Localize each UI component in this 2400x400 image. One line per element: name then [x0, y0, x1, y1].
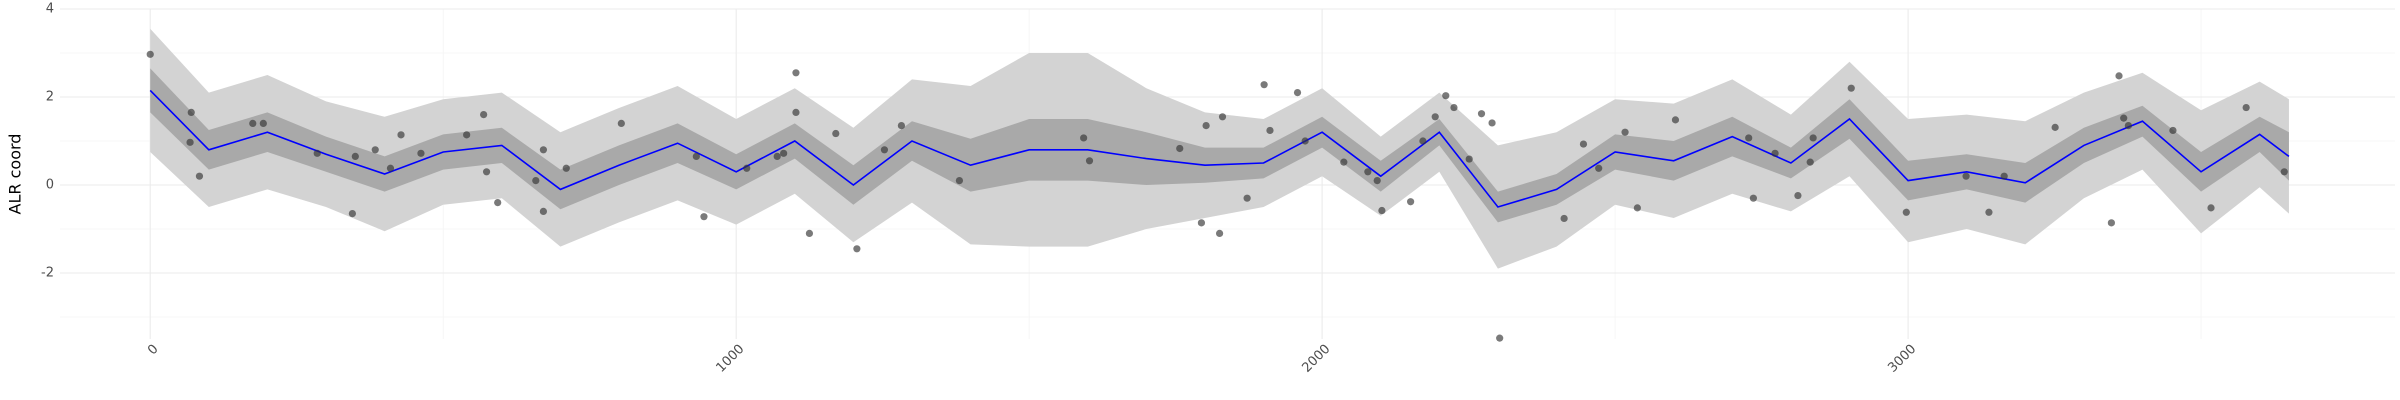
data-point — [1450, 103, 1458, 112]
x-tick-label: 1000 — [713, 342, 747, 376]
data-point — [1085, 157, 1094, 165]
data-point — [853, 245, 861, 253]
data-point — [880, 146, 889, 154]
data-point — [1419, 137, 1427, 145]
data-point — [1745, 134, 1753, 142]
mean-line — [149, 89, 2290, 208]
data-point — [2000, 172, 2008, 180]
y-axis-label: ALR coord — [6, 134, 25, 215]
data-point — [348, 210, 356, 218]
data-point — [1477, 110, 1486, 118]
data-point — [539, 146, 548, 154]
data-point — [1465, 155, 1473, 163]
data-point — [1218, 113, 1227, 121]
data-point — [773, 152, 781, 160]
inner-band — [150, 68, 2289, 223]
data-point — [1985, 208, 1993, 216]
y-tick-label: -2 — [41, 266, 54, 281]
data-point — [146, 50, 154, 58]
data-point — [259, 119, 267, 127]
data-point — [1806, 158, 1814, 166]
data-point — [1496, 334, 1504, 342]
data-point — [1364, 168, 1372, 176]
y-tick-label: 0 — [46, 178, 54, 193]
x-tick-label: 0 — [145, 342, 161, 358]
data-point — [955, 177, 964, 185]
data-point — [1488, 119, 1496, 127]
data-point — [1671, 116, 1680, 124]
data-point — [397, 131, 405, 139]
data-point — [1407, 198, 1415, 206]
data-point — [1431, 113, 1439, 121]
data-point — [1595, 164, 1603, 172]
data-point — [700, 213, 708, 221]
data-point — [1962, 172, 1970, 180]
data-point — [1560, 214, 1568, 223]
data-point — [692, 152, 700, 160]
data-point — [562, 164, 570, 172]
data-point — [2107, 219, 2116, 227]
data-point — [1215, 229, 1224, 237]
data-point — [532, 177, 540, 185]
data-point — [371, 146, 379, 154]
data-point — [482, 168, 491, 176]
data-point — [1771, 149, 1779, 157]
data-point — [897, 122, 906, 130]
data-point — [1847, 84, 1855, 92]
data-point — [792, 108, 800, 116]
data-point — [1749, 194, 1757, 202]
data-point — [313, 149, 321, 157]
data-point — [186, 138, 194, 146]
data-point — [617, 119, 625, 127]
data-point — [1197, 219, 1206, 227]
data-point — [463, 131, 471, 139]
data-point — [480, 111, 488, 119]
data-point — [1340, 158, 1348, 166]
data-point — [249, 119, 257, 127]
data-point — [1621, 128, 1629, 136]
data-point — [539, 207, 548, 215]
data-point — [805, 229, 814, 237]
data-point — [792, 69, 800, 77]
y-tick-label: 4 — [46, 2, 54, 17]
data-point — [1080, 134, 1088, 142]
data-point — [1373, 177, 1381, 185]
data-point — [2115, 72, 2123, 80]
data-point — [2280, 168, 2288, 176]
data-point — [1579, 140, 1588, 148]
data-point — [1243, 194, 1251, 202]
data-point — [1902, 208, 1910, 216]
y-tick-label: 2 — [46, 90, 54, 105]
data-point — [780, 149, 788, 157]
data-point — [1202, 122, 1210, 130]
data-point — [1293, 89, 1302, 97]
data-point — [1794, 191, 1802, 200]
data-point — [2207, 204, 2215, 212]
data-point — [832, 129, 840, 138]
data-point — [1176, 144, 1184, 153]
x-tick-label: 3000 — [1885, 342, 1919, 376]
data-point — [417, 149, 425, 157]
data-point — [494, 199, 502, 207]
data-point — [2120, 114, 2128, 122]
data-point — [195, 172, 204, 180]
data-point — [1266, 126, 1274, 135]
data-point — [2169, 126, 2177, 135]
data-point — [2242, 103, 2250, 112]
data-point — [743, 164, 751, 172]
data-point — [351, 152, 359, 160]
data-point — [1301, 137, 1309, 145]
data-point — [187, 108, 195, 116]
data-point — [386, 164, 395, 172]
data-point — [1442, 92, 1450, 100]
data-point — [1260, 81, 1268, 89]
data-point — [2124, 122, 2132, 130]
data-point — [2051, 123, 2059, 131]
data-point — [1633, 204, 1641, 212]
x-tick-label: 2000 — [1299, 342, 1333, 376]
data-point — [1809, 134, 1817, 142]
data-point — [1378, 206, 1386, 215]
